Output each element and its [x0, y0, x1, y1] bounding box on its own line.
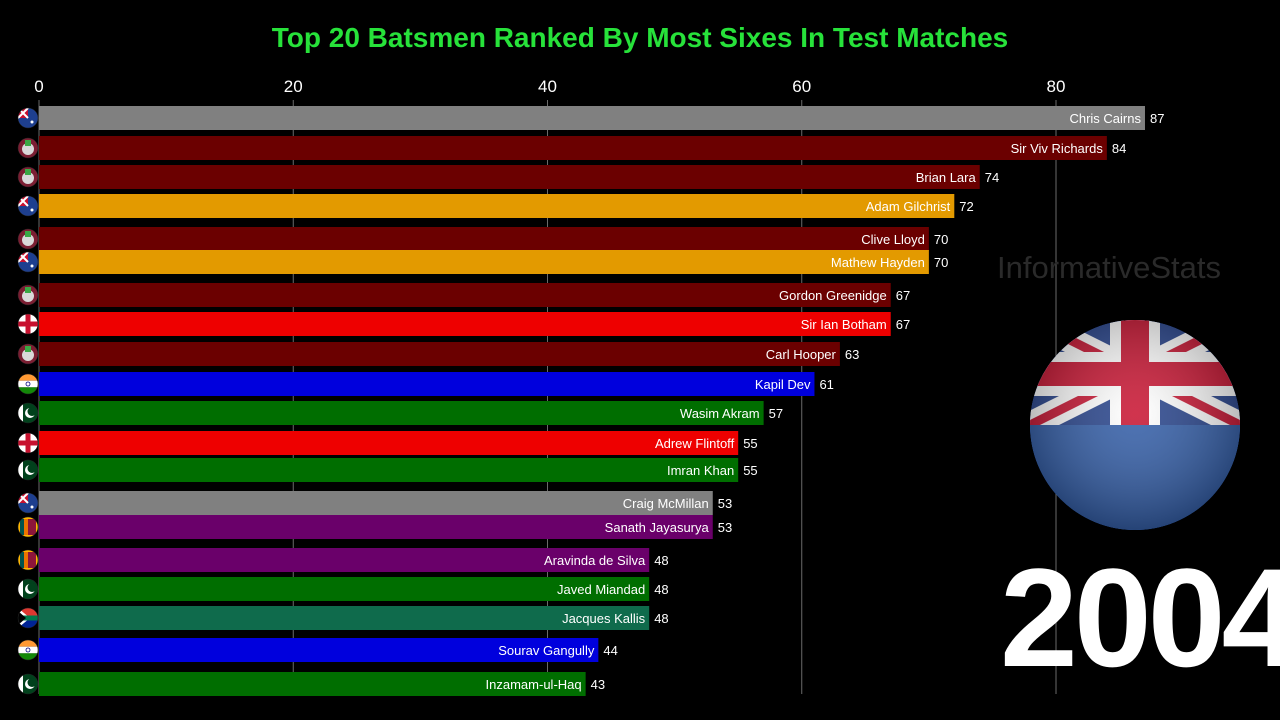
india-flag-icon	[17, 373, 39, 395]
x-tick-label: 20	[284, 77, 303, 96]
bar-kapil-dev	[39, 372, 815, 396]
flags	[17, 107, 39, 695]
chart-title: Top 20 Batsmen Ranked By Most Sixes In T…	[271, 22, 1009, 53]
south-africa-flag-icon	[17, 607, 39, 629]
bar-sir-viv-richards	[39, 136, 1107, 160]
england-flag-icon	[17, 432, 39, 454]
bar-inzamam-ul-haq	[39, 672, 586, 696]
pakistan-flag-icon	[17, 578, 39, 600]
value-label: 48	[654, 611, 668, 626]
bar-label: Sourav Gangully	[498, 643, 595, 658]
bar-jacques-kallis	[39, 606, 650, 630]
england-flag-icon	[17, 313, 39, 335]
bar-label: Clive Lloyd	[861, 232, 925, 247]
sri-lanka-flag-icon	[17, 516, 39, 538]
bar-sanath-jayasurya	[39, 515, 713, 539]
value-label: 84	[1112, 141, 1126, 156]
x-tick-label: 0	[34, 77, 43, 96]
x-tick-label: 80	[1047, 77, 1066, 96]
sri-lanka-flag-icon	[17, 549, 39, 571]
pakistan-flag-icon	[17, 673, 39, 695]
australia-flag-icon	[17, 195, 39, 217]
year-label: 2004	[1000, 539, 1280, 696]
value-label: 48	[654, 582, 668, 597]
bar-sir-ian-botham	[39, 312, 891, 336]
bar-label: Sanath Jayasurya	[605, 520, 710, 535]
bar-label: Javed Miandad	[557, 582, 645, 597]
bar-wasim-akram	[39, 401, 764, 425]
bar-label: Jacques Kallis	[562, 611, 646, 626]
value-label: 57	[769, 406, 783, 421]
value-label: 67	[896, 288, 910, 303]
bar-label: Sir Viv Richards	[1011, 141, 1104, 156]
value-label: 43	[591, 677, 605, 692]
bar-gordon-greenidge	[39, 283, 891, 307]
value-label: 55	[743, 463, 757, 478]
bar-label: Adrew Flintoff	[655, 436, 735, 451]
bar-label: Wasim Akram	[680, 406, 760, 421]
value-label: 53	[718, 496, 732, 511]
india-flag-icon	[17, 639, 39, 661]
bar-adrew-flintoff	[39, 431, 739, 455]
value-label: 67	[896, 317, 910, 332]
bar-javed-miandad	[39, 577, 650, 601]
bar-label: Brian Lara	[916, 170, 977, 185]
bar-aravinda-de-silva	[39, 548, 650, 572]
bar-label: Carl Hooper	[766, 347, 837, 362]
value-label: 72	[959, 199, 973, 214]
bar-label: Adam Gilchrist	[866, 199, 951, 214]
new-zealand-flag-icon	[17, 492, 39, 514]
bar-chris-cairns	[39, 106, 1145, 130]
x-tick-label: 40	[538, 77, 557, 96]
grid-lines	[38, 100, 1057, 694]
bar-carl-hooper	[39, 342, 840, 366]
pakistan-flag-icon	[17, 459, 39, 481]
value-label: 63	[845, 347, 859, 362]
bar-label: Chris Cairns	[1069, 111, 1141, 126]
pakistan-flag-icon	[17, 402, 39, 424]
x-tick-label: 60	[792, 77, 811, 96]
west-indies-flag-icon	[17, 343, 39, 365]
bar-label: Inzamam-ul-Haq	[486, 677, 582, 692]
value-label: 53	[718, 520, 732, 535]
bar-imran-khan	[39, 458, 739, 482]
watermark: InformativeStats	[997, 250, 1221, 285]
bar-adam-gilchrist	[39, 194, 955, 218]
bar-sourav-gangully	[39, 638, 599, 662]
value-label: 70	[934, 255, 948, 270]
value-label: 74	[985, 170, 999, 185]
bar-label: Craig McMillan	[623, 496, 709, 511]
bar-label: Imran Khan	[667, 463, 734, 478]
x-axis-ticks: 0 20 40 60 80	[34, 77, 1065, 96]
west-indies-flag-icon	[17, 137, 39, 159]
bars: Chris Cairns 87 Sir Viv Richards 84 Brian La…	[39, 106, 1164, 696]
value-label: 70	[934, 232, 948, 247]
bar-brian-lara	[39, 165, 980, 189]
bar-label: Kapil Dev	[755, 377, 811, 392]
value-label: 87	[1150, 111, 1164, 126]
new-zealand-flag-icon	[1030, 320, 1240, 530]
west-indies-flag-icon	[17, 166, 39, 188]
bar-clive-lloyd	[39, 227, 929, 251]
bar-label: Mathew Hayden	[831, 255, 925, 270]
west-indies-flag-icon	[17, 228, 39, 250]
value-label: 48	[654, 553, 668, 568]
bar-mathew-hayden	[39, 250, 929, 274]
bar-craig-mcmillan	[39, 491, 713, 515]
bar-label: Sir Ian Botham	[801, 317, 887, 332]
australia-flag-icon	[17, 251, 39, 273]
value-label: 44	[603, 643, 617, 658]
new-zealand-flag-icon	[17, 107, 39, 129]
bar-label: Aravinda de Silva	[544, 553, 646, 568]
bar-label: Gordon Greenidge	[779, 288, 887, 303]
value-label: 55	[743, 436, 757, 451]
value-label: 61	[819, 377, 833, 392]
west-indies-flag-icon	[17, 284, 39, 306]
